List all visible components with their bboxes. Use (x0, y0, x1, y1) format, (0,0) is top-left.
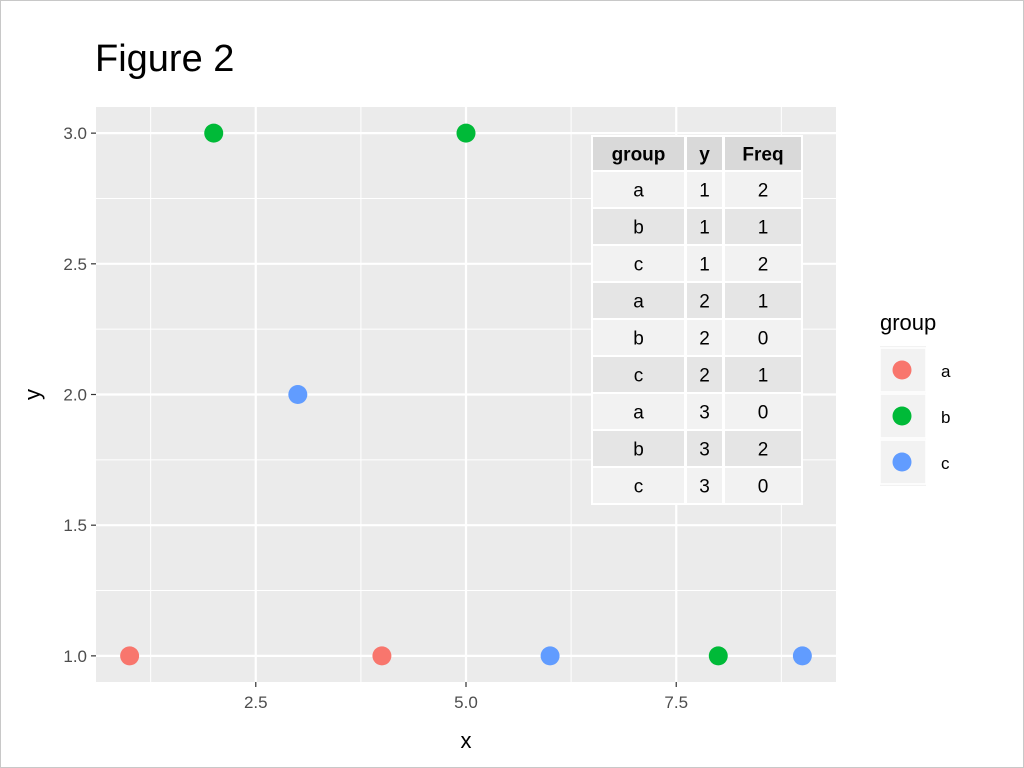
data-point-a (120, 646, 140, 666)
y-axis-title: y (20, 389, 45, 400)
y-tick-label: 2.0 (63, 386, 87, 405)
data-point-c (792, 646, 812, 666)
table-cell-text: 1 (758, 218, 769, 239)
table-cell (723, 392, 803, 431)
legend-label-b: b (941, 408, 950, 427)
table-cell-text: c (634, 366, 644, 387)
table-cell (685, 466, 724, 505)
table-cell (685, 429, 724, 468)
x-tick-label: 2.5 (244, 693, 268, 712)
data-point-b (708, 646, 728, 666)
table-cell (591, 281, 686, 320)
table-cell-text: a (633, 181, 644, 202)
table-cell-text: 3 (699, 440, 710, 461)
table-cell-text: b (633, 218, 644, 239)
table-cell (685, 281, 724, 320)
table-cell (723, 466, 803, 505)
table-cell-text: 1 (758, 366, 769, 387)
table-cell-text: 2 (699, 329, 710, 350)
table-cell-text: a (633, 292, 644, 313)
y-tick-label: 1.0 (63, 647, 87, 666)
legend-label-c: c (941, 454, 950, 473)
legend-key-a (892, 360, 912, 380)
chart-title: Figure 2 (95, 38, 235, 80)
table-cell-text: 2 (758, 440, 769, 461)
y-tick-label: 2.5 (63, 255, 87, 274)
x-tick-label: 5.0 (454, 693, 478, 712)
table-cell (723, 207, 803, 246)
y-tick-label: 3.0 (63, 124, 87, 143)
data-point-b (204, 123, 224, 143)
table-cell-text: a (633, 403, 644, 424)
table-header-freq: Freq (742, 145, 783, 166)
table-cell-text: 1 (699, 181, 710, 202)
table-cell-text: b (633, 329, 644, 350)
data-point-c (288, 385, 308, 404)
y-tick-label: 1.5 (63, 516, 87, 535)
x-axis-title: x (461, 728, 472, 753)
table-cell-text: 1 (699, 218, 710, 239)
table-cell-text: 1 (699, 255, 710, 276)
legend-key-b (892, 406, 912, 426)
table-cell-text: 0 (758, 477, 769, 498)
table-cell-text: 2 (758, 255, 769, 276)
table-cell-text: 0 (758, 403, 769, 424)
table-cell-text: 1 (758, 292, 769, 313)
table-cell (723, 244, 803, 283)
legend-key-c (892, 452, 912, 472)
x-tick-label: 7.5 (664, 693, 688, 712)
table-header-cell (723, 135, 803, 172)
table-header-group: group (612, 145, 666, 166)
table-cell (723, 281, 803, 320)
table-cell (685, 170, 724, 209)
table-header-y: y (699, 145, 710, 166)
data-point-a (372, 646, 392, 666)
legend-label-a: a (941, 362, 951, 381)
data-point-b (456, 123, 476, 143)
data-point-c (540, 646, 560, 666)
table-cell-text: 3 (699, 403, 710, 424)
table-cell-text: 2 (699, 292, 710, 313)
table-cell (591, 466, 686, 505)
table-cell-text: c (634, 255, 644, 276)
table-cell-text: 0 (758, 329, 769, 350)
table-cell (591, 207, 686, 246)
legend-title: group (880, 310, 936, 335)
table-cell-text: 2 (758, 181, 769, 202)
table-cell (591, 392, 686, 431)
table-cell-text: b (633, 440, 644, 461)
table-cell-text: c (634, 477, 644, 498)
table-cell-text: 2 (699, 366, 710, 387)
table-cell-text: 3 (699, 477, 710, 498)
